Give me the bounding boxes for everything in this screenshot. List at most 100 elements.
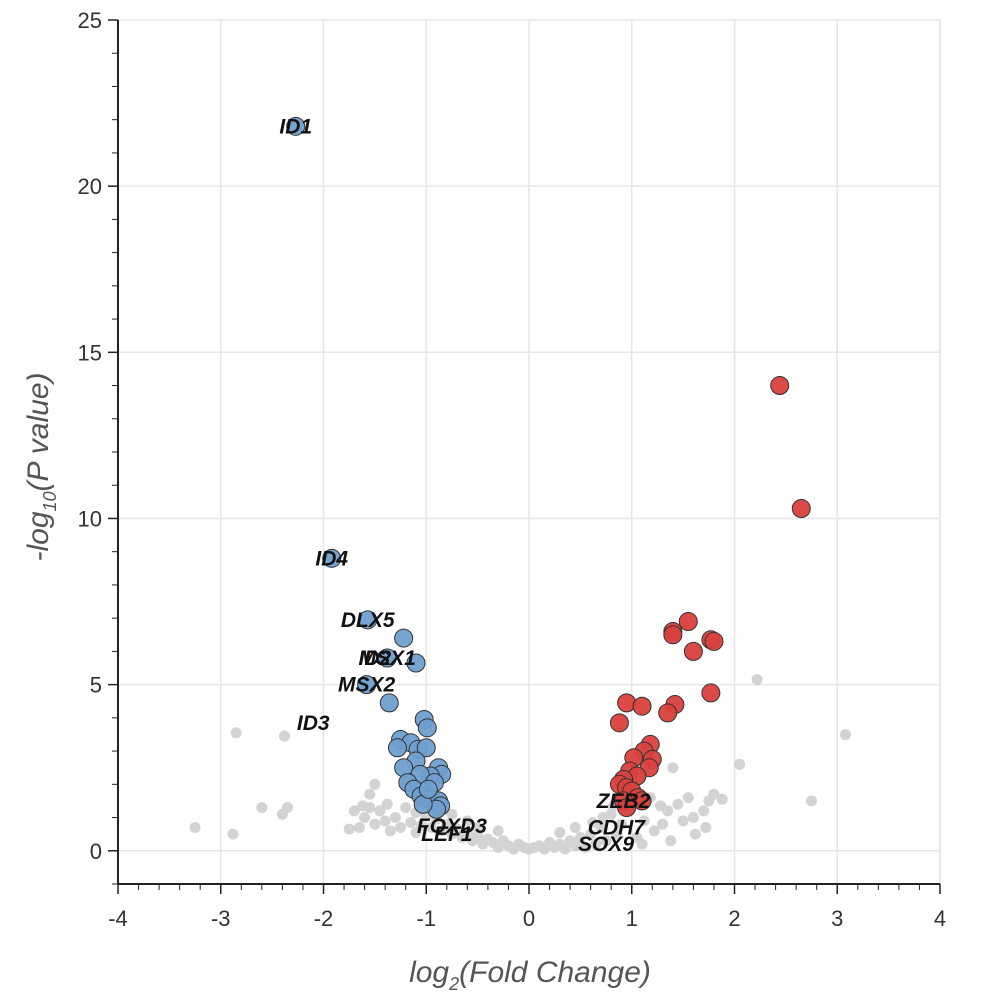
data-point-ns	[672, 798, 684, 810]
data-point-ns	[554, 826, 566, 838]
data-point-up	[704, 631, 724, 651]
data-point-ns	[597, 812, 609, 824]
data-point-up	[770, 376, 790, 396]
gene-label: LEF1	[421, 823, 472, 846]
data-point-ns	[369, 818, 381, 830]
gene-label: CDH7	[588, 817, 646, 840]
data-point-ns	[657, 818, 669, 830]
data-point-ns	[734, 758, 746, 770]
data-point-ns	[682, 792, 694, 804]
data-point-ns	[665, 835, 677, 847]
data-point-up	[791, 498, 811, 518]
data-point-up	[617, 693, 637, 713]
data-point-ns	[353, 822, 365, 834]
data-point-ns	[595, 822, 607, 834]
data-point-ns	[600, 835, 612, 847]
data-point-ns	[585, 828, 597, 840]
data-point-ns	[282, 802, 294, 814]
data-point-ns	[667, 762, 679, 774]
y-tick-label: 10	[78, 506, 102, 531]
data-point-ns	[466, 835, 478, 847]
data-point-up	[683, 641, 703, 661]
data-point-down	[406, 653, 426, 673]
data-point-ns	[456, 831, 468, 843]
data-point-ns	[677, 815, 689, 827]
gene-label: SOX9	[578, 833, 634, 856]
data-point-up	[617, 798, 637, 818]
data-point-ns	[564, 835, 576, 847]
data-point-ns	[698, 805, 710, 817]
data-point-ns	[569, 822, 581, 834]
data-point-ns	[364, 788, 376, 800]
data-point-ns	[374, 805, 386, 817]
gene-label: MSX2	[338, 674, 396, 697]
data-point-down	[377, 648, 397, 668]
data-point-down	[417, 718, 437, 738]
data-point-ns	[389, 812, 401, 824]
x-tick-label: -2	[314, 906, 334, 931]
data-point-ns	[716, 793, 728, 805]
x-tick-label: -1	[416, 906, 436, 931]
data-point-ns	[410, 826, 422, 838]
gene-label: ID1	[279, 115, 312, 138]
data-point-ns	[590, 838, 602, 850]
data-point-ns	[689, 828, 701, 840]
x-axis-title: log2(Fold Change)	[409, 956, 651, 994]
y-tick-label: 0	[90, 839, 102, 864]
data-point-ns	[357, 800, 369, 812]
data-point-down	[358, 610, 378, 630]
data-point-ns	[472, 822, 484, 834]
data-point-ns	[446, 808, 458, 820]
data-point-ns	[687, 812, 699, 824]
data-point-down	[357, 675, 377, 695]
data-point-up	[632, 696, 652, 716]
data-point-ns	[574, 831, 586, 843]
data-point-ns	[477, 838, 489, 850]
data-point-up	[678, 611, 698, 631]
data-point-ns	[425, 822, 437, 834]
x-tick-label: 1	[626, 906, 638, 931]
data-point-ns	[278, 730, 290, 742]
data-point-up	[663, 625, 683, 645]
data-point-down	[387, 738, 407, 758]
data-point-down	[379, 693, 399, 713]
data-point-down	[394, 628, 414, 648]
data-point-up	[701, 683, 721, 703]
data-point-down	[322, 548, 342, 568]
data-point-ns	[638, 815, 650, 827]
data-point-ns	[587, 817, 599, 829]
data-point-ns	[230, 727, 242, 739]
data-point-ns	[461, 815, 473, 827]
data-point-ns	[369, 778, 381, 790]
y-tick-label: 5	[90, 673, 102, 698]
data-point-ns	[806, 795, 818, 807]
data-point-down	[416, 738, 436, 758]
data-point-ns	[227, 828, 239, 840]
gene-label: FOXD3	[417, 815, 487, 838]
data-point-ns	[492, 825, 504, 837]
gene-label: ID3	[297, 712, 330, 735]
data-point-ns	[359, 812, 371, 824]
data-point-ns	[343, 823, 355, 835]
data-point-ns	[700, 822, 712, 834]
data-point-up	[609, 713, 629, 733]
data-point-ns	[405, 817, 417, 829]
y-axis-title: -log10(P value)	[22, 373, 60, 562]
data-point-ns	[655, 800, 667, 812]
x-tick-label: -4	[108, 906, 128, 931]
x-tick-label: 3	[831, 906, 843, 931]
data-point-ns	[839, 728, 851, 740]
data-point-ns	[379, 815, 391, 827]
data-point-ns	[615, 818, 627, 830]
data-point-ns	[384, 825, 396, 837]
data-point-ns	[446, 828, 458, 840]
data-point-up	[658, 703, 678, 723]
x-tick-label: 2	[728, 906, 740, 931]
data-point-ns	[610, 828, 622, 840]
y-tick-label: 25	[78, 8, 102, 33]
data-point-ns	[400, 802, 412, 814]
data-point-ns	[648, 825, 660, 837]
data-point-ns	[751, 674, 763, 686]
data-point-ns	[256, 802, 268, 814]
